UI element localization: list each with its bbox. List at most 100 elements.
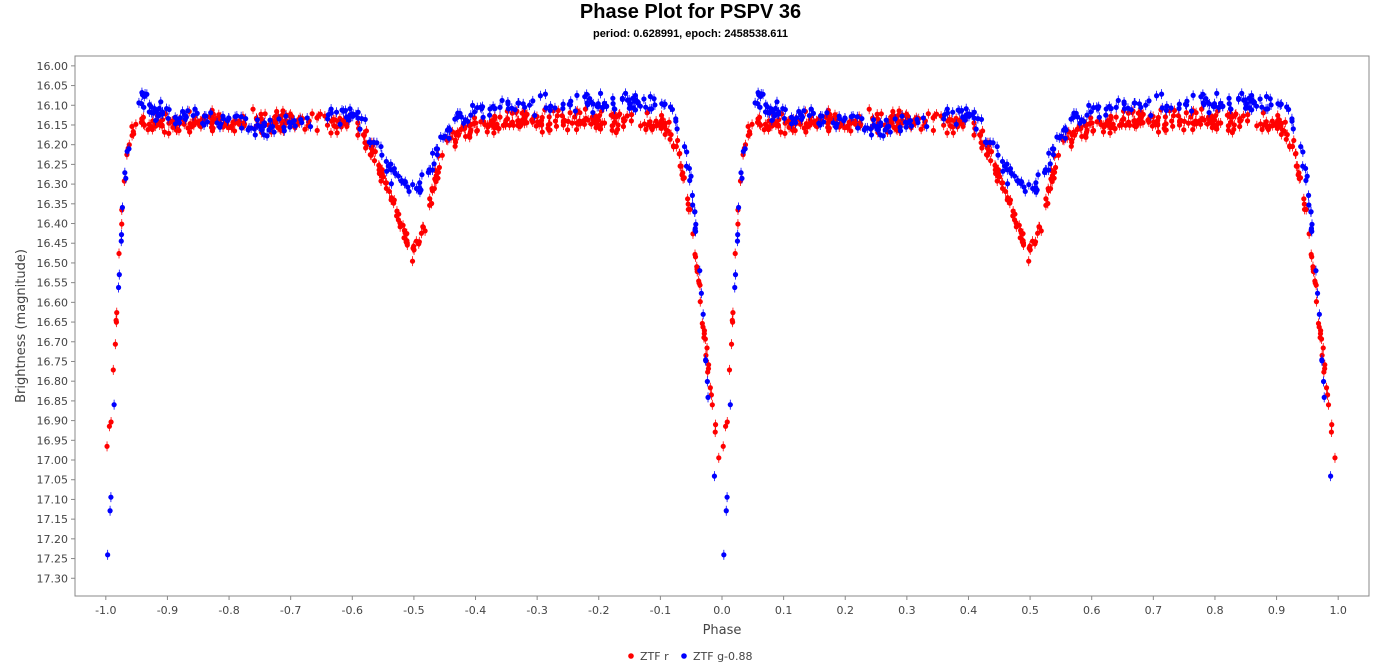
data-point: [697, 282, 703, 288]
data-point: [1004, 161, 1010, 167]
data-point: [1086, 121, 1092, 127]
data-point: [250, 106, 256, 112]
data-point: [104, 443, 110, 449]
data-point: [746, 129, 753, 135]
data-point: [1190, 120, 1196, 126]
data-point: [1181, 127, 1187, 133]
data-point: [467, 129, 473, 135]
data-point: [110, 367, 116, 373]
data-point: [724, 419, 730, 425]
data-point: [275, 124, 281, 131]
data-point: [925, 111, 931, 117]
data-point: [497, 114, 503, 120]
data-point: [1012, 173, 1018, 179]
data-point: [1162, 127, 1168, 133]
data-point: [1308, 209, 1314, 215]
data-point: [112, 341, 118, 347]
data-point: [436, 164, 442, 171]
data-point: [543, 105, 549, 111]
data-point: [1070, 114, 1077, 120]
y-tick-label: 16.55: [37, 277, 69, 290]
data-point: [1100, 129, 1107, 135]
data-point: [559, 113, 565, 119]
data-point: [413, 185, 420, 192]
data-point: [1127, 122, 1133, 128]
data-point: [138, 119, 144, 125]
data-point: [144, 91, 150, 97]
data-point: [1329, 422, 1335, 428]
data-point: [173, 127, 179, 133]
data-point: [470, 102, 476, 108]
data-point: [765, 126, 772, 133]
x-tick-label: 0.0: [713, 604, 731, 617]
data-point: [1158, 91, 1165, 97]
data-point: [1316, 311, 1322, 317]
data-point: [1051, 169, 1058, 175]
data-point: [519, 118, 525, 124]
data-point: [1242, 97, 1248, 103]
data-point: [598, 126, 604, 132]
data-point: [317, 111, 323, 117]
x-tick-label: 0.2: [836, 604, 854, 617]
y-tick-label: 16.25: [37, 158, 69, 171]
data-point: [542, 91, 548, 97]
data-point: [1188, 108, 1195, 114]
data-point: [538, 120, 545, 127]
data-point: [429, 188, 436, 194]
data-point: [333, 109, 340, 115]
data-point: [735, 232, 741, 238]
data-point: [662, 131, 668, 138]
y-tick-label: 16.45: [37, 237, 69, 250]
data-point: [116, 250, 122, 257]
data-point: [463, 133, 469, 140]
data-point: [920, 115, 926, 121]
data-point: [1289, 116, 1295, 122]
data-point: [683, 163, 690, 169]
data-point: [941, 112, 948, 118]
data-point: [399, 178, 405, 184]
data-point: [359, 116, 365, 122]
data-point: [1135, 110, 1141, 116]
x-tick-label: 0.3: [898, 604, 916, 617]
y-tick-label: 16.65: [37, 316, 69, 329]
data-point: [1043, 196, 1049, 202]
data-point: [1125, 110, 1132, 116]
data-point: [139, 92, 146, 98]
data-point: [674, 126, 680, 132]
data-point: [969, 112, 975, 118]
data-point: [761, 127, 767, 133]
data-point: [1320, 345, 1326, 351]
data-point: [115, 284, 122, 291]
data-point: [232, 120, 238, 126]
data-point: [866, 106, 872, 112]
data-point: [612, 106, 618, 112]
data-point: [1094, 119, 1100, 125]
data-point: [999, 185, 1006, 192]
data-point: [674, 137, 681, 144]
data-point: [328, 130, 334, 136]
data-point: [516, 100, 522, 106]
data-point: [1300, 163, 1306, 169]
data-point: [163, 106, 170, 112]
data-point: [1313, 282, 1319, 288]
data-point: [709, 402, 715, 408]
data-point: [793, 120, 799, 126]
data-point: [1095, 105, 1101, 112]
data-point: [772, 105, 779, 112]
data-point: [1306, 202, 1312, 208]
data-point: [930, 127, 936, 134]
data-point: [950, 130, 956, 136]
data-point: [454, 114, 460, 120]
data-point: [1204, 121, 1211, 127]
data-point: [635, 100, 641, 106]
data-point: [510, 122, 517, 128]
data-point: [159, 111, 166, 117]
data-point: [384, 168, 390, 174]
data-point: [971, 120, 977, 126]
data-point: [1217, 100, 1224, 106]
data-point: [539, 129, 545, 135]
data-point: [145, 127, 151, 133]
data-point: [705, 394, 711, 400]
data-point: [697, 299, 703, 305]
data-point: [567, 110, 573, 116]
